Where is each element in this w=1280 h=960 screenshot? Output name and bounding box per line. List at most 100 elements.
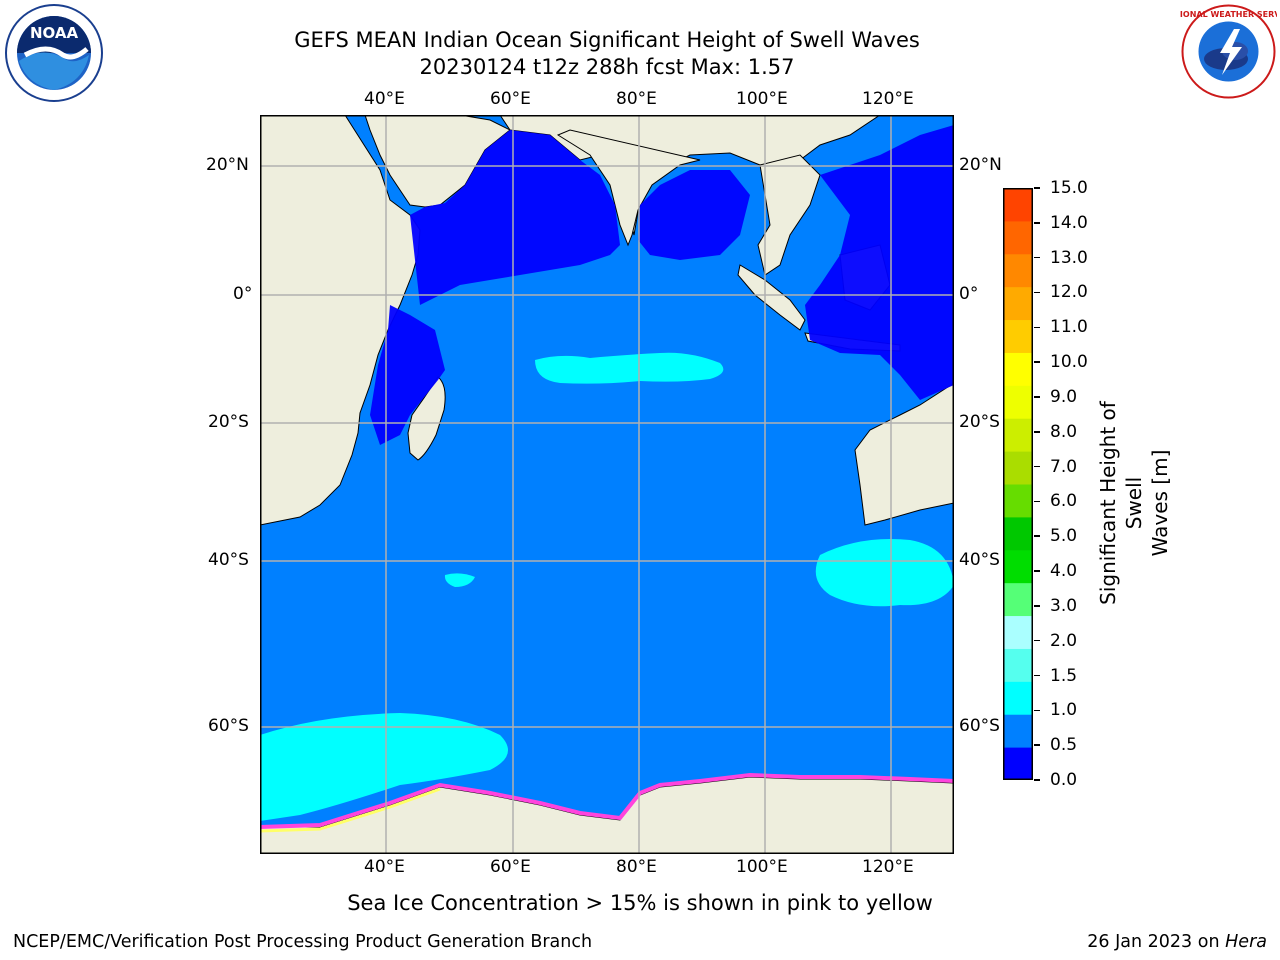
ocean-shallow-arabian	[410, 130, 620, 305]
madagascar-land	[407, 376, 446, 461]
colorbar-label: Significant Height of Swell Waves [m]	[1095, 378, 1172, 628]
colorbar	[1003, 188, 1033, 780]
lat-label-right-60s: 60°S	[959, 716, 1000, 736]
ocean-shallow-mozambique	[370, 305, 445, 445]
lat-label-left-60s: 60°S	[208, 716, 249, 736]
colorbar-band	[1003, 549, 1033, 584]
colorbar-tick-label: 13.0	[1050, 247, 1088, 268]
colorbar-tick-mark	[1034, 744, 1040, 746]
colorbar-tick-mark	[1034, 605, 1040, 607]
noaa-logo: NOAA	[5, 4, 103, 102]
lon-label-top-40e: 40°E	[364, 89, 405, 109]
footer-date: 26 Jan 2023 on	[1087, 932, 1220, 952]
colorbar-band	[1003, 253, 1033, 288]
swell-patch-small	[444, 573, 475, 587]
nws-logo-text: NATIONAL WEATHER SERVICE	[1180, 10, 1277, 19]
colorbar-band	[1003, 714, 1033, 748]
swell-patch-southwest	[260, 713, 508, 821]
caption: Sea Ice Concentration > 15% is shown in …	[347, 891, 933, 915]
colorbar-tick-mark	[1034, 709, 1040, 712]
lat-label-right-20n: 20°N	[959, 155, 1002, 175]
lon-label-bottom-60e: 60°E	[490, 857, 531, 877]
colorbar-band	[1003, 484, 1033, 518]
colorbar-tick-mark	[1034, 291, 1040, 294]
lat-label-left-20n: 20°N	[206, 155, 249, 175]
colorbar-tick-mark	[1034, 674, 1040, 677]
lat-label-right-20s: 20°S	[959, 412, 1000, 432]
chart-title: GEFS MEAN Indian Ocean Significant Heigh…	[294, 28, 920, 52]
colorbar-tick-mark	[1034, 431, 1040, 433]
arabia-land	[364, 115, 511, 208]
colorbar-tick-label: 1.0	[1050, 700, 1078, 721]
colorbar-tick-mark	[1034, 187, 1040, 189]
indochina-land	[757, 154, 821, 276]
lon-label-top-80e: 80°E	[616, 89, 657, 109]
colorbar-band	[1003, 451, 1033, 485]
grid	[260, 115, 954, 854]
colorbar-label-line2: Waves [m]	[1148, 449, 1172, 557]
colorbar-tick-label: 10.0	[1050, 352, 1088, 373]
colorbar-tick-label: 0.0	[1050, 770, 1078, 790]
noaa-logo-text: NOAA	[30, 24, 79, 42]
colorbar-tick-mark	[1034, 326, 1040, 329]
footer-host: Hera	[1225, 932, 1267, 952]
colorbar-tick-mark	[1034, 535, 1040, 537]
lon-label-bottom-120e: 120°E	[862, 857, 914, 877]
colorbar-tick-label: 5.0	[1050, 526, 1078, 547]
colorbar-label-line1: Significant Height of Swell	[1096, 401, 1146, 605]
lat-label-left-20s: 20°S	[208, 412, 249, 432]
colorbar-tick-mark	[1034, 361, 1040, 363]
lat-label-right-0: 0°	[959, 284, 979, 304]
colorbar-tick-label: 7.0	[1050, 456, 1078, 477]
colorbar-tick-mark	[1034, 779, 1040, 781]
sea-ice-edge-yellow	[260, 787, 441, 833]
sumatra-land	[737, 264, 806, 331]
lon-label-bottom-100e: 100°E	[736, 857, 788, 877]
colorbar-band	[1003, 352, 1033, 386]
colorbar-band	[1003, 681, 1033, 715]
colorbar-band	[1003, 220, 1033, 255]
sea-ice-edge	[260, 772, 954, 829]
colorbar-tick-label: 3.0	[1050, 595, 1078, 616]
swell-patch-southeast	[815, 539, 954, 607]
nws-logo: NATIONAL WEATHER SERVICE	[1180, 4, 1277, 99]
chart-subtitle: 20230124 t12z 288h fcst Max: 1.57	[419, 55, 795, 79]
colorbar-tick-label: 4.0	[1050, 561, 1078, 582]
lon-label-bottom-80e: 80°E	[616, 857, 657, 877]
colorbar-tick-label: 11.0	[1050, 317, 1088, 338]
map-panel	[260, 115, 954, 854]
colorbar-tick-label: 12.0	[1050, 282, 1088, 303]
colorbar-band	[1003, 648, 1033, 682]
colorbar-band	[1003, 418, 1033, 452]
colorbar-frame	[1003, 188, 1033, 780]
colorbar-tick-mark	[1034, 465, 1040, 468]
colorbar-tick-mark	[1034, 396, 1040, 398]
lat-label-left-0: 0°	[233, 284, 253, 304]
lat-label-right-40s: 40°S	[959, 550, 1000, 570]
colorbar-tick-mark	[1034, 639, 1040, 642]
lon-label-top-60e: 60°E	[490, 89, 531, 109]
colorbar-tick-label: 8.0	[1050, 421, 1078, 442]
colorbar-band	[1003, 188, 1033, 222]
india-land	[556, 129, 701, 247]
footer-right: 26 Jan 2023 on Hera	[1087, 932, 1267, 952]
ocean-shallow-bengal	[638, 170, 750, 260]
lon-label-top-100e: 100°E	[736, 89, 788, 109]
colorbar-ticks: 15.0 14.0 13.0 12.0 11.0 10.0 9.0 8.0 7.0 6.0 5.0 4…	[1034, 178, 1104, 790]
colorbar-tick-mark	[1034, 500, 1040, 503]
australia-land	[854, 382, 954, 526]
colorbar-band	[1003, 286, 1033, 321]
colorbar-tick-mark	[1034, 256, 1040, 259]
lon-label-top-120e: 120°E	[862, 89, 914, 109]
lat-label-left-40s: 40°S	[208, 550, 249, 570]
colorbar-tick-label: 0.5	[1050, 735, 1078, 756]
footer-left: NCEP/EMC/Verification Post Processing Pr…	[13, 932, 593, 952]
colorbar-band	[1003, 615, 1033, 649]
colorbar-tick-label: 2.0	[1050, 630, 1078, 651]
colorbar-band	[1003, 319, 1033, 353]
swell-patch-tropical	[535, 352, 724, 384]
colorbar-tick-mark	[1034, 570, 1040, 572]
ocean-shallow-indonesia	[805, 125, 954, 400]
colorbar-tick-label: 15.0	[1050, 178, 1088, 198]
map-frame	[260, 115, 954, 854]
